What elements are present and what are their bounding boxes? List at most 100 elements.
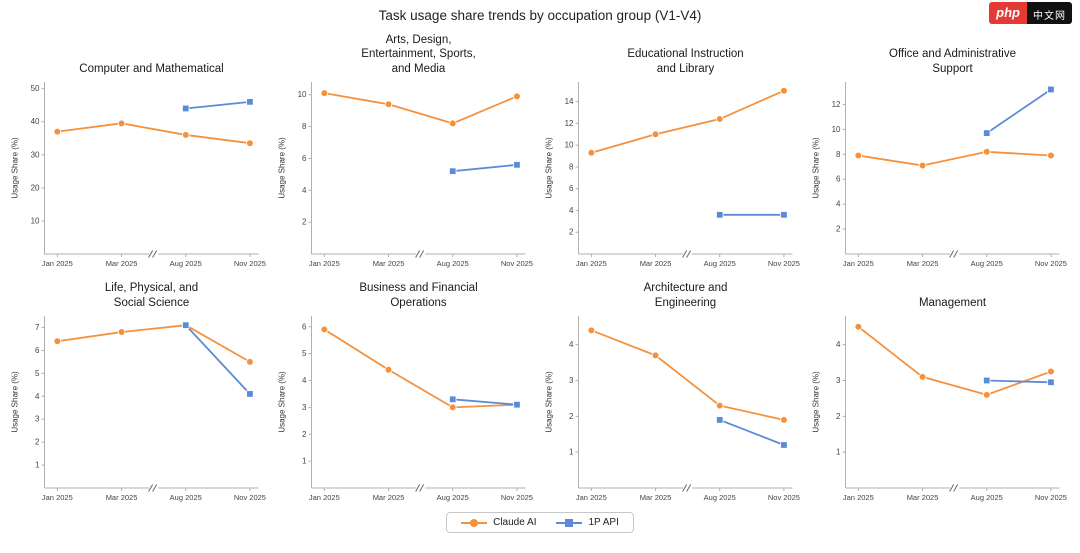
svg-text:Usage Share (%): Usage Share (%) [11, 371, 20, 433]
subplot: Office and Administrative Support 2 4 6 8 10… [809, 28, 1072, 274]
svg-text:Aug 2025: Aug 2025 [437, 493, 469, 502]
1p-api-marker-icon [556, 518, 583, 528]
claude-ai-marker-icon [461, 518, 488, 528]
svg-text:14: 14 [565, 97, 574, 106]
php-logo: php 中文网 [989, 2, 1072, 24]
subplot: Business and Financial Operations 1 2 3 4 5 6… [275, 274, 538, 508]
svg-text:Aug 2025: Aug 2025 [437, 259, 469, 268]
svg-text:Jan 2025: Jan 2025 [309, 493, 340, 502]
subplot: Architecture and Engineering 1 2 3 4 Jan 202… [542, 274, 805, 508]
svg-text:1: 1 [836, 448, 841, 457]
svg-text:3: 3 [836, 376, 841, 385]
svg-text:6: 6 [302, 154, 307, 163]
svg-text:2: 2 [35, 438, 40, 447]
svg-text:Jan 2025: Jan 2025 [576, 259, 607, 268]
svg-text:4: 4 [302, 186, 307, 195]
svg-text:Usage Share (%): Usage Share (%) [278, 371, 287, 433]
subplot: Arts, Design, Entertainment, Sports, and… [275, 28, 538, 274]
svg-text:20: 20 [31, 183, 40, 192]
svg-text:Nov 2025: Nov 2025 [768, 493, 800, 502]
svg-text:Mar 2025: Mar 2025 [106, 259, 138, 268]
php-logo-text: php [989, 2, 1027, 24]
svg-text:6: 6 [302, 322, 307, 331]
svg-text:Aug 2025: Aug 2025 [971, 493, 1003, 502]
svg-text:Jan 2025: Jan 2025 [42, 493, 73, 502]
svg-text:Jan 2025: Jan 2025 [576, 493, 607, 502]
svg-text:2: 2 [302, 218, 307, 227]
subplot-title: Arts, Design, Entertainment, Sports, and… [361, 33, 476, 75]
subplot-title: Architecture and Engineering [643, 282, 728, 309]
svg-text:10: 10 [31, 216, 40, 225]
svg-text:Mar 2025: Mar 2025 [640, 493, 672, 502]
svg-text:Usage Share (%): Usage Share (%) [278, 137, 287, 199]
svg-text:1: 1 [35, 461, 40, 470]
legend-label: 1P API [588, 517, 619, 528]
svg-text:Mar 2025: Mar 2025 [373, 259, 405, 268]
chart-canvas: 10 20 30 40 50 Jan 2025 Mar 2025 Aug 2025 Nov 20… [11, 82, 266, 268]
subplot-title: Management [918, 296, 987, 309]
svg-text:40: 40 [31, 117, 40, 126]
svg-text:2: 2 [569, 412, 574, 421]
svg-text:Mar 2025: Mar 2025 [907, 493, 939, 502]
svg-text:Aug 2025: Aug 2025 [170, 493, 202, 502]
svg-text:2: 2 [302, 430, 307, 439]
svg-text:Jan 2025: Jan 2025 [843, 259, 874, 268]
charts-grid: Computer and Mathematical 10 20 30 40 50 Jan … [0, 26, 1080, 508]
svg-text:Mar 2025: Mar 2025 [106, 493, 138, 502]
chart-canvas: 2 4 6 8 10 12 Jan 2025 Mar 2025 Aug 2025 Nov 2025… [812, 82, 1067, 268]
svg-text:2: 2 [836, 225, 841, 234]
svg-text:3: 3 [569, 376, 574, 385]
svg-text:Nov 2025: Nov 2025 [768, 259, 800, 268]
subplot-title: Office and Administrative Support [889, 48, 1016, 75]
svg-text:Jan 2025: Jan 2025 [309, 259, 340, 268]
svg-text:Nov 2025: Nov 2025 [234, 259, 266, 268]
page-title: Task usage share trends by occupation gr… [378, 8, 702, 23]
subplot-title: Educational Instruction and Library [627, 48, 744, 75]
svg-text:7: 7 [35, 323, 40, 332]
svg-text:Usage Share (%): Usage Share (%) [11, 137, 20, 199]
svg-text:12: 12 [565, 119, 574, 128]
svg-text:Jan 2025: Jan 2025 [42, 259, 73, 268]
php-logo-suffix: 中文网 [1027, 2, 1072, 24]
svg-text:8: 8 [836, 150, 841, 159]
svg-text:8: 8 [302, 122, 307, 131]
svg-text:6: 6 [569, 184, 574, 193]
subplot: Management 1 2 3 4 Jan 2025 Mar 2025 Aug 2025 N… [809, 274, 1072, 508]
svg-text:4: 4 [35, 392, 40, 401]
chart-canvas: 2 4 6 8 10 Jan 2025 Mar 2025 Aug 2025 Nov 2025 Us… [278, 82, 533, 268]
svg-text:4: 4 [569, 340, 574, 349]
svg-text:6: 6 [35, 346, 40, 355]
subplot-title: Computer and Mathematical [79, 62, 224, 75]
svg-text:Nov 2025: Nov 2025 [501, 259, 533, 268]
legend-label: Claude AI [493, 517, 537, 528]
svg-text:Usage Share (%): Usage Share (%) [812, 371, 821, 433]
svg-text:Aug 2025: Aug 2025 [971, 259, 1003, 268]
svg-text:50: 50 [31, 84, 40, 93]
svg-text:Jan 2025: Jan 2025 [843, 493, 874, 502]
legend-box: Claude AI 1P API [446, 512, 634, 533]
svg-text:Nov 2025: Nov 2025 [234, 493, 266, 502]
svg-text:10: 10 [832, 125, 841, 134]
svg-text:Mar 2025: Mar 2025 [373, 493, 405, 502]
svg-text:Aug 2025: Aug 2025 [704, 259, 736, 268]
subplot: Computer and Mathematical 10 20 30 40 50 Jan … [8, 28, 271, 274]
svg-text:8: 8 [569, 162, 574, 171]
legend-item-claude-ai: Claude AI [461, 517, 536, 528]
svg-text:4: 4 [302, 376, 307, 385]
svg-text:Mar 2025: Mar 2025 [907, 259, 939, 268]
svg-text:Usage Share (%): Usage Share (%) [545, 137, 554, 199]
svg-text:5: 5 [302, 349, 307, 358]
legend: Claude AI 1P API [0, 512, 1080, 533]
chart-canvas: 1 2 3 4 Jan 2025 Mar 2025 Aug 2025 Nov 2025 Usag… [812, 316, 1067, 502]
subplot: Life, Physical, and Social Science 1 2 3 4 5… [8, 274, 271, 508]
header: Task usage share trends by occupation gr… [0, 0, 1080, 26]
svg-text:2: 2 [569, 228, 574, 237]
svg-text:Aug 2025: Aug 2025 [170, 259, 202, 268]
svg-text:2: 2 [836, 412, 841, 421]
svg-text:4: 4 [569, 206, 574, 215]
svg-text:Nov 2025: Nov 2025 [1035, 493, 1067, 502]
svg-text:4: 4 [836, 340, 841, 349]
svg-text:6: 6 [836, 175, 841, 184]
svg-text:Aug 2025: Aug 2025 [704, 493, 736, 502]
svg-text:Nov 2025: Nov 2025 [501, 493, 533, 502]
